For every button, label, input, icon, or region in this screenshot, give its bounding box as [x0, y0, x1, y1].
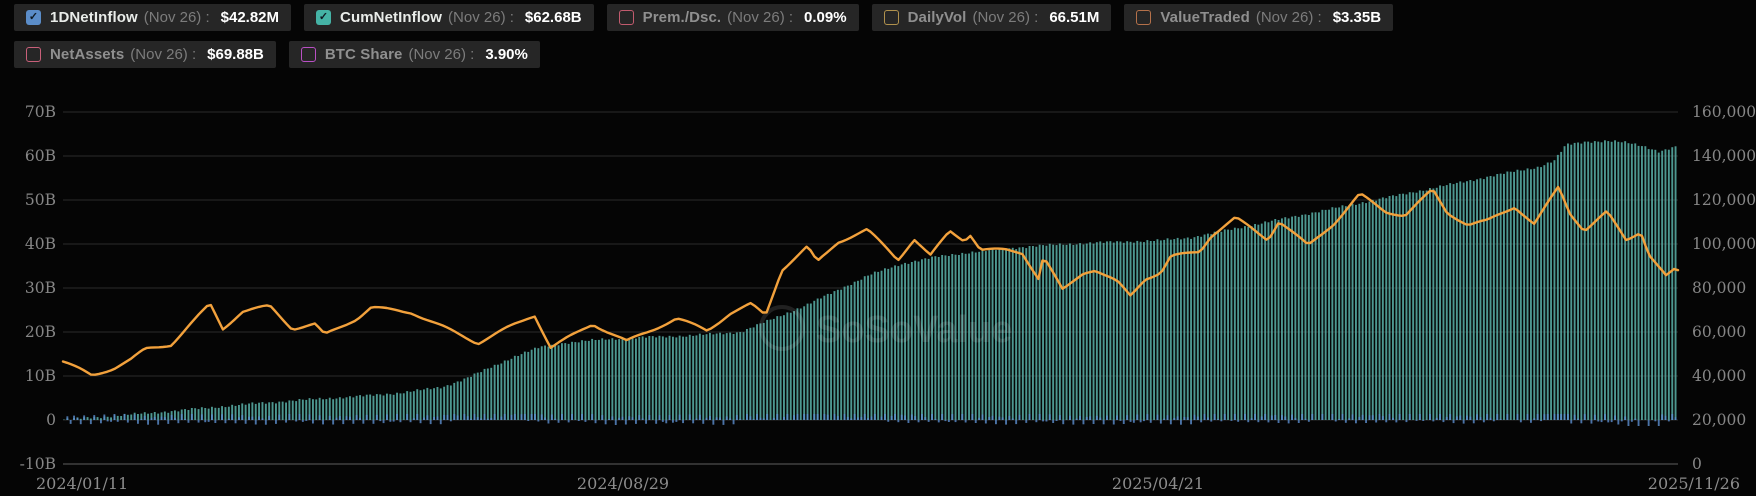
left-axis-tick: 20B: [25, 323, 56, 341]
legend-chip-btc-share[interactable]: BTC Share (Nov 26) : 3.90%: [288, 41, 540, 68]
series-name-label: BTC Share: [324, 46, 403, 63]
legend-chip-1dnetinflow[interactable]: ✓ 1DNetInflow (Nov 26) : $42.82M: [14, 4, 292, 31]
checked-checkbox-icon[interactable]: ✓: [26, 10, 41, 25]
series-date-label: (Nov 26) :: [448, 9, 514, 26]
left-axis-tick: 60B: [25, 147, 56, 165]
axis-tick-labels: 70B 160,000 60B 140,000 50B 120,000 40B 100,000…: [20, 103, 1756, 493]
series-name-label: DailyVol: [907, 9, 967, 26]
left-axis-tick: 50B: [25, 191, 56, 209]
series-name-label: ValueTraded: [1160, 9, 1250, 26]
legend-chip-dailyvol[interactable]: DailyVol (Nov 26) : 66.51M: [871, 4, 1112, 31]
legend-chip-netassets[interactable]: NetAssets (Nov 26) : $69.88B: [14, 41, 276, 68]
series-name-label: CumNetInflow: [340, 9, 443, 26]
series-date-label: (Nov 26) :: [1255, 9, 1322, 26]
series-name-label: NetAssets: [50, 46, 125, 63]
series-value: $69.88B: [207, 46, 264, 63]
price-line: [61, 185, 1680, 376]
series-value: $42.82M: [220, 9, 280, 26]
series-date-label: (Nov 26) :: [408, 46, 475, 63]
one-day-net-inflow-bars: [66, 414, 1677, 426]
x-axis-tick: 2024/08/29: [577, 474, 669, 493]
right-axis-tick: 120,000: [1692, 191, 1756, 209]
right-axis-tick: 80,000: [1692, 279, 1746, 297]
legend-row-2: NetAssets (Nov 26) : $69.88B BTC Share (Nov …: [14, 41, 1393, 68]
left-axis-tick: -10B: [20, 455, 56, 473]
right-axis-tick: 40,000: [1692, 367, 1746, 385]
unchecked-checkbox-icon[interactable]: [1136, 10, 1152, 25]
right-axis-tick: 20,000: [1692, 411, 1746, 429]
series-value: 66.51M: [1049, 9, 1100, 26]
series-value: $3.35B: [1332, 9, 1382, 26]
series-value: $62.68B: [524, 9, 582, 26]
legend-chip-valuetraded[interactable]: ValueTraded (Nov 26) : $3.35B: [1124, 4, 1394, 31]
right-axis-tick: 0: [1692, 455, 1702, 473]
x-axis-tick: 2024/01/11: [36, 474, 128, 493]
right-axis-tick: 160,000: [1692, 103, 1756, 121]
x-axis-tick: 2025/11/26: [1648, 474, 1740, 493]
series-date-label: (Nov 26) :: [972, 9, 1039, 26]
legend: ✓ 1DNetInflow (Nov 26) : $42.82M ✓ CumNetInfl…: [14, 4, 1394, 68]
series-date-label: (Nov 26) :: [130, 46, 197, 63]
x-axis-tick: 2025/04/21: [1112, 474, 1204, 493]
left-axis-tick: 10B: [25, 367, 56, 385]
watermark: SoSoValue: [759, 305, 1012, 351]
series-date-label: (Nov 26) :: [143, 9, 210, 26]
series-value: 3.90%: [485, 46, 528, 63]
left-axis-tick: 30B: [25, 279, 56, 297]
left-axis-tick: 70B: [25, 103, 56, 121]
series-name-label: Prem./Dsc.: [642, 9, 722, 26]
left-axis-tick: 0: [46, 411, 56, 429]
series-date-label: (Nov 26) :: [727, 9, 794, 26]
right-axis-tick: 60,000: [1692, 323, 1746, 341]
checked-checkbox-icon[interactable]: ✓: [316, 10, 332, 25]
watermark-text: SoSoValue: [816, 309, 1012, 351]
unchecked-checkbox-icon[interactable]: [300, 47, 316, 62]
unchecked-checkbox-icon[interactable]: [883, 10, 899, 25]
unchecked-checkbox-icon[interactable]: [26, 47, 41, 62]
unchecked-checkbox-icon[interactable]: [618, 10, 634, 25]
right-axis-tick: 140,000: [1692, 147, 1756, 165]
legend-chip-cumnetinflow[interactable]: ✓ CumNetInflow (Nov 26) : $62.68B: [304, 4, 594, 31]
right-axis-tick: 100,000: [1692, 235, 1756, 253]
series-name-label: 1DNetInflow: [50, 9, 138, 26]
cum-net-inflow-bars: [63, 140, 1677, 421]
legend-row-1: ✓ 1DNetInflow (Nov 26) : $42.82M ✓ CumNetInfl…: [14, 4, 1394, 31]
legend-chip-prem-dsc[interactable]: Prem./Dsc. (Nov 26) : 0.09%: [606, 4, 859, 31]
left-axis-tick: 40B: [25, 235, 56, 253]
series-value: 0.09%: [804, 9, 847, 26]
